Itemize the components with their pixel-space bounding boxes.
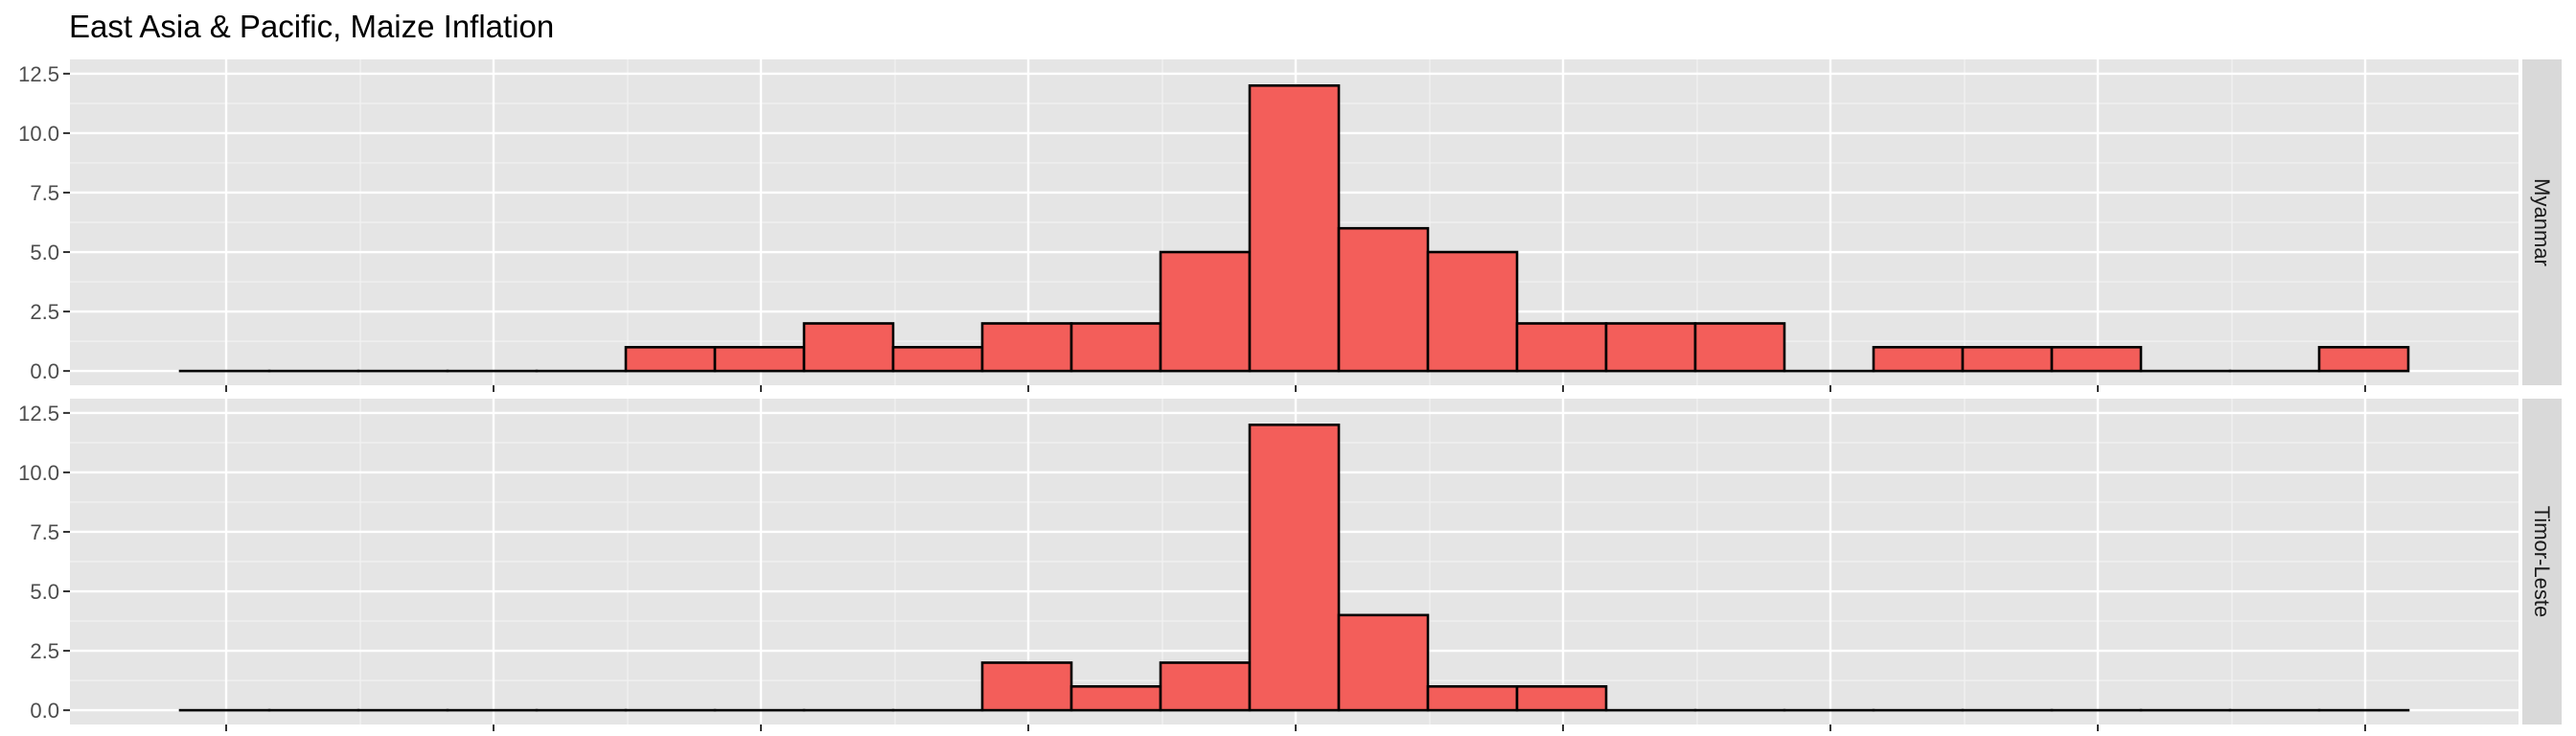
facet-strip [2522, 59, 2562, 385]
y-tick-label: 2.5 [30, 300, 59, 324]
y-tick-label: 7.5 [30, 181, 59, 205]
histogram-bar [1337, 226, 1430, 373]
chart-title: East Asia & Pacific, Maize Inflation [69, 9, 554, 44]
histogram-bar [1159, 661, 1252, 712]
y-tick-label: 2.5 [30, 639, 59, 663]
histogram-bar [1070, 684, 1162, 712]
y-tick-label: 12.5 [18, 402, 59, 426]
y-tick-label: 0.0 [30, 359, 59, 383]
facet-strip [2522, 399, 2562, 724]
y-tick-label: 5.0 [30, 580, 59, 604]
histogram-bar [980, 661, 1073, 712]
facet-strip-label: Myanmar [2530, 178, 2554, 266]
histogram-bar [980, 322, 1073, 373]
histogram-bar [1426, 250, 1519, 373]
histogram-bar [624, 345, 717, 373]
facet-panel-timor-leste: 0.0 2.5 5.0 7.5 10.0 12.5 Timor-Leste [18, 399, 2562, 731]
histogram-bar [2317, 345, 2410, 373]
histogram-bar [1248, 423, 1341, 712]
histogram-bar [1693, 322, 1786, 373]
histogram-bar [891, 345, 984, 373]
y-tick-label: 5.0 [30, 241, 59, 264]
histogram-bar [1159, 250, 1252, 373]
histogram-bar [1248, 83, 1341, 373]
y-tick-label: 10.0 [18, 122, 59, 146]
histogram-bar [1337, 613, 1430, 712]
histogram-bar [713, 345, 806, 373]
histogram-bar [802, 322, 895, 373]
histogram-bar [1872, 345, 1965, 373]
histogram-bar [1515, 322, 1608, 373]
facet-strip-label: Timor-Leste [2530, 506, 2554, 618]
histogram-bar [1070, 322, 1162, 373]
histogram-bar [1604, 322, 1697, 373]
histogram-bar [1961, 345, 2054, 373]
y-tick-label: 12.5 [18, 62, 59, 86]
y-tick-label: 7.5 [30, 520, 59, 544]
y-tick-label: 0.0 [30, 699, 59, 723]
y-tick-label: 10.0 [18, 461, 59, 485]
histogram-bar [1426, 684, 1519, 712]
histogram-bar [2050, 345, 2143, 373]
facet-panel-myanmar: 0.0 2.5 5.0 7.5 10.0 12.5 Myanmar [18, 59, 2562, 392]
histogram-bar [1515, 684, 1608, 712]
